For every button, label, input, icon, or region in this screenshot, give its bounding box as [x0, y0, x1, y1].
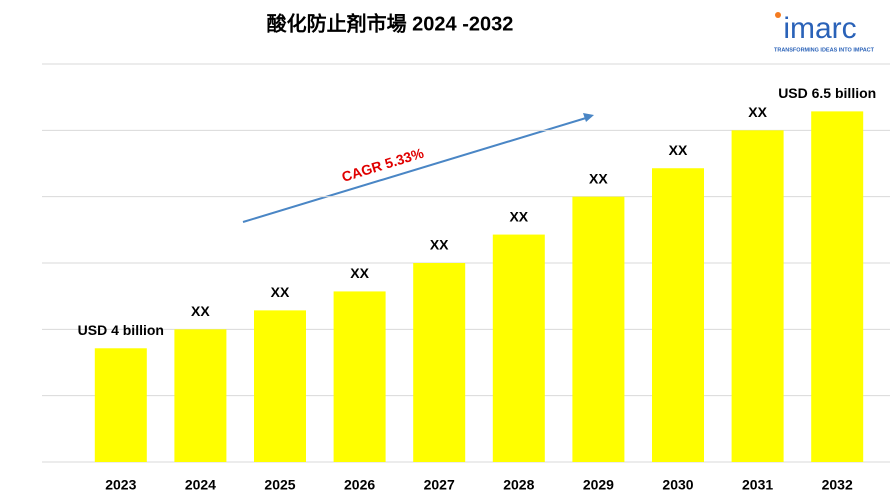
data-label: XX	[191, 303, 210, 319]
chart-title: 酸化防止剤市場 2024 -2032	[267, 11, 514, 35]
bar	[174, 329, 227, 462]
x-tick-label: 2030	[662, 477, 693, 493]
data-label: XX	[748, 104, 767, 120]
bar	[94, 348, 147, 462]
data-label: XX	[430, 237, 449, 253]
arrow-head	[583, 113, 594, 122]
logo-tagline: TRANSFORMING IDEAS INTO IMPACT	[774, 47, 875, 53]
bar	[731, 130, 784, 463]
trend-arrow	[242, 117, 587, 223]
data-label: USD 6.5 billion	[778, 85, 876, 101]
bar	[492, 234, 545, 462]
x-tick-label: 2026	[344, 477, 375, 493]
bar	[811, 111, 864, 462]
bar	[333, 291, 386, 462]
x-tick-label: 2025	[264, 477, 295, 493]
logo-name: imarc	[783, 12, 856, 45]
data-label: USD 4 billion	[78, 322, 164, 338]
x-tick-label: 2027	[424, 477, 455, 493]
x-tick-label: 2028	[503, 477, 534, 493]
data-label: XX	[669, 142, 688, 158]
bar	[254, 310, 306, 462]
x-tick-label: 2024	[185, 477, 216, 493]
x-tick-label: 2029	[583, 477, 614, 493]
data-label: XX	[350, 265, 369, 281]
x-tick-label: 2031	[742, 477, 773, 493]
data-label: XX	[509, 208, 528, 224]
bar	[572, 196, 625, 462]
bar	[413, 263, 466, 462]
logo-dot	[775, 12, 781, 18]
bar	[652, 168, 704, 462]
x-tick-label: 2023	[105, 477, 136, 493]
x-tick-label: 2032	[822, 477, 853, 493]
data-label: XX	[589, 170, 608, 186]
data-label: XX	[271, 284, 290, 300]
